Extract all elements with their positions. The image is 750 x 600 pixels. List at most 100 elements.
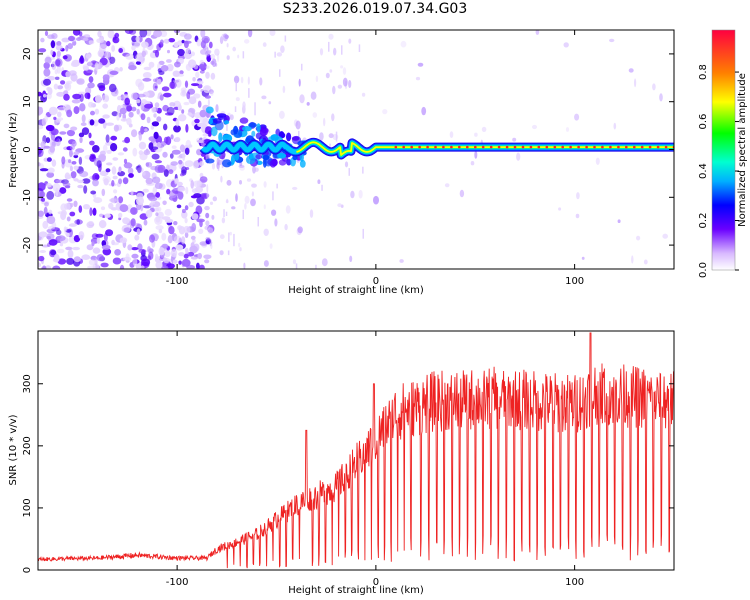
noise-blob (88, 76, 94, 83)
noise-blob (68, 159, 72, 164)
noise-blob (298, 78, 301, 87)
noise-blob (46, 236, 52, 240)
noise-blob (112, 36, 120, 44)
noise-blob (117, 170, 126, 177)
noise-blob (237, 54, 240, 59)
noise-blob (90, 110, 95, 116)
noise-blob (197, 122, 205, 127)
noise-blob (49, 145, 55, 153)
signal-halo (278, 159, 287, 166)
noise-blob (77, 179, 84, 184)
snr-x-ticks: -100 0 100 (166, 331, 584, 588)
noise-blob (72, 40, 77, 46)
noise-blob (219, 234, 225, 240)
noise-blob (337, 203, 342, 208)
noise-blob (191, 188, 198, 193)
noise-blob (167, 235, 173, 244)
noise-blob (207, 130, 212, 137)
noise-blob (135, 36, 140, 42)
noise-blob (185, 48, 191, 55)
noise-blob (60, 80, 66, 85)
noise-blob (196, 218, 205, 223)
noise-blob (110, 143, 118, 152)
colorbar-tick-label: 0.2 (698, 213, 709, 229)
noise-blob (61, 37, 70, 43)
noise-blob (43, 145, 51, 149)
noise-blob (123, 162, 133, 169)
noise-blob (631, 255, 634, 264)
noise-blob (164, 218, 174, 223)
noise-blob (140, 265, 145, 269)
noise-blob (188, 59, 197, 68)
noise-blob (342, 77, 348, 87)
noise-blob (78, 156, 83, 165)
noise-blob (175, 73, 185, 77)
noise-blob (250, 198, 256, 207)
noise-blob (312, 112, 318, 118)
noise-blob (125, 253, 130, 261)
noise-blob (652, 83, 656, 91)
noise-blob (97, 30, 102, 38)
noise-blob (111, 111, 119, 117)
noise-blob (282, 85, 286, 94)
signal-halo (255, 132, 262, 140)
noise-blob (92, 119, 99, 127)
noise-blob (193, 243, 200, 252)
noise-blob (246, 178, 252, 182)
noise-blob (137, 243, 143, 251)
noise-blob (66, 109, 73, 118)
noise-blob (105, 122, 115, 126)
noise-streak (257, 217, 259, 227)
noise-blob (183, 225, 191, 234)
noise-blob (309, 209, 314, 218)
noise-blob (297, 226, 303, 234)
noise-blob (181, 258, 191, 267)
noise-blob (163, 136, 169, 144)
noise-blob (79, 136, 83, 144)
noise-blob (173, 125, 181, 133)
noise-blob (177, 191, 184, 200)
noise-blob (229, 114, 234, 121)
noise-blob (185, 186, 189, 195)
noise-blob (82, 178, 91, 184)
noise-streak (242, 209, 244, 220)
signal-peak (625, 145, 628, 149)
noise-blob (81, 114, 86, 123)
noise-blob (154, 182, 163, 189)
noise-blob (188, 96, 197, 105)
noise-blob (138, 141, 147, 150)
noise-blob (90, 190, 97, 195)
noise-blob (104, 51, 111, 58)
noise-blob (204, 86, 210, 90)
noise-blob (38, 146, 42, 155)
noise-blob (100, 206, 106, 211)
noise-blob (128, 111, 134, 118)
noise-blob (188, 201, 194, 208)
noise-blob (169, 102, 176, 107)
signal-peak (593, 145, 596, 149)
colorbar-tick-label: 0.8 (698, 64, 709, 80)
noise-streak (254, 102, 256, 116)
spectrogram-marks (38, 30, 674, 269)
noise-blob (156, 206, 162, 212)
noise-blob (141, 258, 151, 267)
noise-blob (168, 38, 176, 43)
noise-blob (181, 208, 186, 214)
noise-blob (344, 161, 349, 168)
noise-blob (89, 119, 95, 126)
noise-blob (130, 218, 136, 227)
noise-blob (128, 64, 137, 71)
noise-blob (563, 42, 569, 48)
noise-blob (69, 149, 73, 158)
noise-blob (53, 138, 60, 142)
noise-blob (56, 85, 64, 90)
noise-blob (474, 132, 478, 137)
y-tick-label: 0 (22, 146, 33, 152)
noise-blob (59, 187, 67, 194)
noise-blob (239, 165, 245, 171)
noise-blob (382, 109, 388, 115)
noise-blob (174, 136, 181, 143)
noise-blob (137, 82, 145, 91)
noise-blob (144, 103, 154, 109)
noise-blob (196, 180, 202, 188)
